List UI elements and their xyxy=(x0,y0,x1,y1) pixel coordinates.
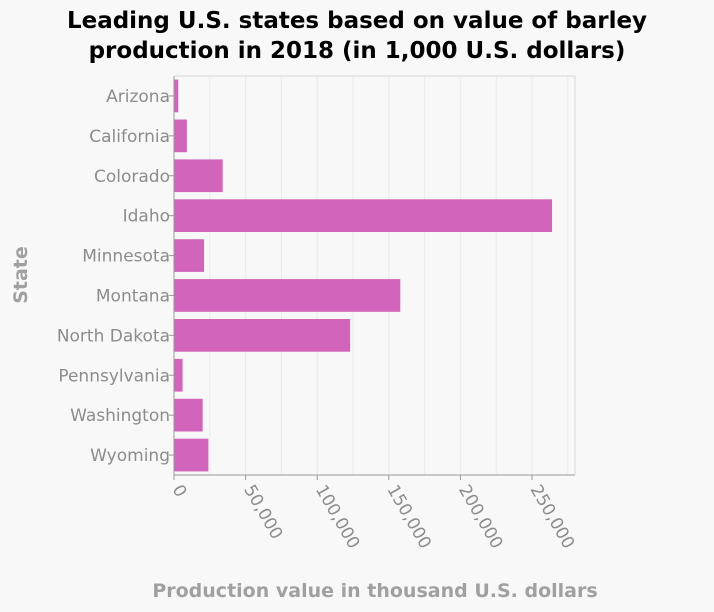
chart-title-line-2: production in 2018 (in 1,000 U.S. dollar… xyxy=(88,38,626,64)
grid-lines xyxy=(173,76,569,475)
y-axis-title: State xyxy=(10,246,32,304)
bar-colorado xyxy=(174,159,223,193)
y-tick-label: Arizona xyxy=(106,87,170,107)
bar-california xyxy=(174,119,187,153)
y-tick-label: Minnesota xyxy=(82,247,170,267)
bar-idaho xyxy=(174,199,553,233)
bar-minnesota xyxy=(174,239,205,272)
y-tick-label: Wyoming xyxy=(90,446,170,466)
x-tick-label: 250,000 xyxy=(526,482,578,553)
axes xyxy=(169,75,576,480)
bars xyxy=(174,79,553,472)
bar-pennsylvania xyxy=(174,358,183,392)
y-tick-label: Montana xyxy=(96,286,170,306)
y-tick-labels: Arizona California Colorado Idaho Minnesota M… xyxy=(57,87,170,466)
x-tick-label: 150,000 xyxy=(382,482,434,553)
x-tick-labels: 0 50,000 100,000 150,000 200,000 250,000 xyxy=(168,482,579,553)
bar-wyoming xyxy=(174,438,209,472)
plot-area xyxy=(174,76,575,475)
x-tick-label: 50,000 xyxy=(239,482,286,544)
x-tick-label: 0 xyxy=(168,482,191,501)
y-tick-label: North Dakota xyxy=(57,326,170,346)
bar-washington xyxy=(174,398,203,432)
y-tick-label: California xyxy=(89,127,170,147)
y-tick-label: Colorado xyxy=(94,167,170,187)
bar-montana xyxy=(174,279,401,312)
y-tick-label: Washington xyxy=(70,406,170,426)
x-tick-label: 200,000 xyxy=(454,482,506,553)
bar-north-dakota xyxy=(174,318,351,352)
x-tick-label: 100,000 xyxy=(311,482,363,553)
bar-arizona xyxy=(174,79,179,113)
y-tick-label: Pennsylvania xyxy=(58,366,170,386)
chart-title: Leading U.S. states based on value of ba… xyxy=(0,6,714,66)
x-axis-title: Production value in thousand U.S. dollar… xyxy=(152,580,597,602)
y-tick-label: Idaho xyxy=(123,207,170,227)
chart-title-line-1: Leading U.S. states based on value of ba… xyxy=(66,8,648,34)
